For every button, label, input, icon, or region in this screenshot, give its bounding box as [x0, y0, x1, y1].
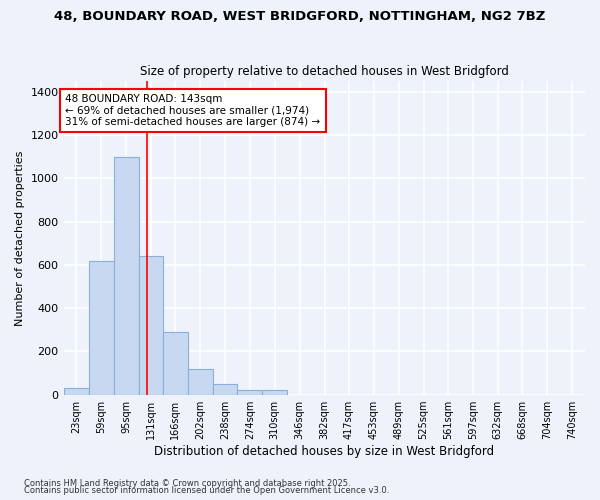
Text: Contains public sector information licensed under the Open Government Licence v3: Contains public sector information licen… — [24, 486, 389, 495]
Bar — [139, 256, 163, 394]
Title: Size of property relative to detached houses in West Bridgford: Size of property relative to detached ho… — [140, 66, 509, 78]
Text: 48 BOUNDARY ROAD: 143sqm
← 69% of detached houses are smaller (1,974)
31% of sem: 48 BOUNDARY ROAD: 143sqm ← 69% of detach… — [65, 94, 320, 127]
Bar — [163, 332, 188, 394]
Y-axis label: Number of detached properties: Number of detached properties — [15, 150, 25, 326]
Bar — [238, 390, 262, 394]
Bar — [212, 384, 238, 394]
Text: 48, BOUNDARY ROAD, WEST BRIDGFORD, NOTTINGHAM, NG2 7BZ: 48, BOUNDARY ROAD, WEST BRIDGFORD, NOTTI… — [55, 10, 545, 23]
Bar — [113, 156, 139, 394]
Bar — [64, 388, 89, 394]
Bar — [262, 390, 287, 394]
Text: Contains HM Land Registry data © Crown copyright and database right 2025.: Contains HM Land Registry data © Crown c… — [24, 478, 350, 488]
Bar — [89, 260, 113, 394]
X-axis label: Distribution of detached houses by size in West Bridgford: Distribution of detached houses by size … — [154, 444, 494, 458]
Bar — [188, 368, 212, 394]
